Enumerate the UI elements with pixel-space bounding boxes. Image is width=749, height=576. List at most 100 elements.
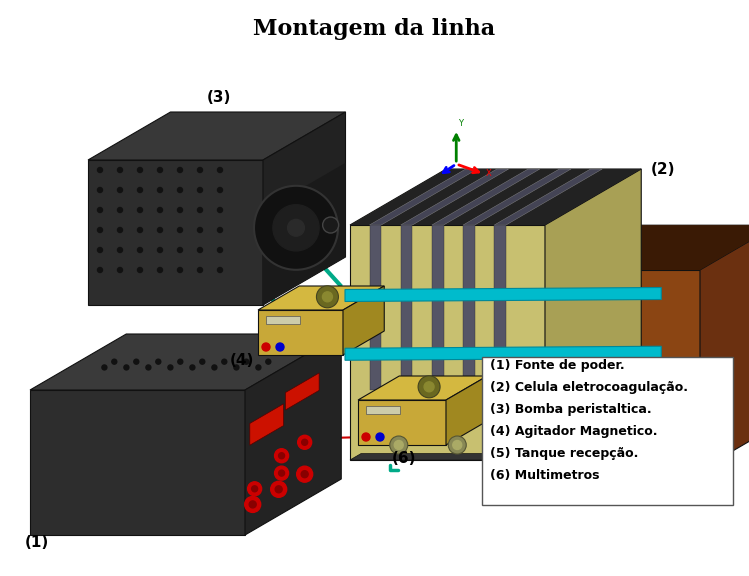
Text: (1): (1): [25, 535, 49, 550]
Circle shape: [198, 188, 202, 192]
Circle shape: [212, 365, 217, 370]
Circle shape: [200, 359, 204, 364]
Circle shape: [262, 343, 270, 351]
Polygon shape: [432, 225, 443, 389]
Circle shape: [273, 204, 319, 251]
Circle shape: [362, 433, 370, 441]
Polygon shape: [345, 346, 661, 360]
Circle shape: [288, 219, 304, 236]
Polygon shape: [263, 112, 345, 305]
Circle shape: [222, 359, 227, 364]
Text: (5) Tanque recepção.: (5) Tanque recepção.: [490, 447, 638, 460]
Polygon shape: [358, 400, 446, 445]
Circle shape: [297, 435, 312, 449]
Circle shape: [217, 207, 222, 213]
Polygon shape: [263, 163, 345, 305]
Polygon shape: [545, 270, 700, 470]
Text: Montagem da linha: Montagem da linha: [253, 18, 495, 40]
Circle shape: [118, 168, 123, 172]
Circle shape: [394, 441, 403, 449]
Circle shape: [146, 365, 151, 370]
Polygon shape: [350, 225, 545, 460]
Circle shape: [157, 228, 163, 233]
Circle shape: [178, 207, 183, 213]
Circle shape: [323, 217, 339, 233]
Circle shape: [275, 449, 288, 463]
Circle shape: [178, 188, 183, 192]
Circle shape: [118, 248, 123, 252]
Polygon shape: [88, 160, 263, 305]
Circle shape: [178, 228, 183, 233]
Text: (4): (4): [230, 353, 255, 368]
Circle shape: [138, 168, 142, 172]
Text: (1) Fonte de poder.: (1) Fonte de poder.: [490, 359, 625, 372]
Circle shape: [245, 497, 261, 513]
Circle shape: [256, 365, 261, 370]
Circle shape: [97, 228, 103, 233]
Text: (2): (2): [651, 162, 676, 177]
Circle shape: [198, 168, 202, 172]
Circle shape: [279, 470, 285, 476]
Polygon shape: [494, 169, 602, 225]
Polygon shape: [245, 334, 342, 535]
Circle shape: [217, 228, 222, 233]
Circle shape: [138, 207, 142, 213]
Circle shape: [124, 365, 129, 370]
Polygon shape: [494, 225, 506, 389]
Polygon shape: [432, 169, 540, 225]
Polygon shape: [463, 225, 475, 389]
Circle shape: [112, 359, 117, 364]
Circle shape: [389, 436, 407, 454]
Circle shape: [254, 186, 338, 270]
Polygon shape: [345, 287, 661, 301]
Circle shape: [168, 365, 173, 370]
Circle shape: [190, 365, 195, 370]
Polygon shape: [350, 169, 641, 225]
Polygon shape: [250, 404, 284, 445]
Circle shape: [322, 292, 333, 302]
Text: Y: Y: [458, 119, 463, 128]
Circle shape: [118, 188, 123, 192]
Text: (6): (6): [392, 451, 416, 466]
Circle shape: [178, 168, 183, 172]
Circle shape: [198, 267, 202, 272]
Circle shape: [297, 466, 312, 482]
Circle shape: [97, 248, 103, 252]
Polygon shape: [369, 225, 381, 389]
Polygon shape: [266, 316, 300, 324]
Circle shape: [97, 207, 103, 213]
Circle shape: [249, 501, 256, 508]
Polygon shape: [446, 376, 488, 445]
Circle shape: [452, 441, 461, 449]
Circle shape: [157, 168, 163, 172]
Circle shape: [270, 482, 287, 497]
Circle shape: [217, 168, 222, 172]
Circle shape: [448, 436, 466, 454]
Text: (6) Multimetros: (6) Multimetros: [490, 469, 599, 482]
Circle shape: [157, 248, 163, 252]
Polygon shape: [545, 169, 641, 460]
Circle shape: [157, 188, 163, 192]
Polygon shape: [369, 169, 477, 225]
Polygon shape: [350, 454, 556, 460]
Circle shape: [217, 248, 222, 252]
Circle shape: [97, 267, 103, 272]
Circle shape: [244, 359, 249, 364]
Polygon shape: [700, 225, 749, 470]
Polygon shape: [30, 390, 245, 535]
Polygon shape: [343, 286, 384, 355]
Polygon shape: [285, 373, 319, 410]
Polygon shape: [350, 169, 641, 225]
Polygon shape: [545, 225, 749, 270]
Circle shape: [156, 359, 161, 364]
Circle shape: [138, 267, 142, 272]
Circle shape: [252, 486, 258, 492]
Circle shape: [275, 466, 288, 480]
Circle shape: [138, 188, 142, 192]
Circle shape: [178, 267, 183, 272]
Circle shape: [102, 365, 107, 370]
FancyBboxPatch shape: [482, 357, 733, 505]
Circle shape: [266, 359, 271, 364]
Polygon shape: [545, 225, 749, 270]
Circle shape: [118, 228, 123, 233]
